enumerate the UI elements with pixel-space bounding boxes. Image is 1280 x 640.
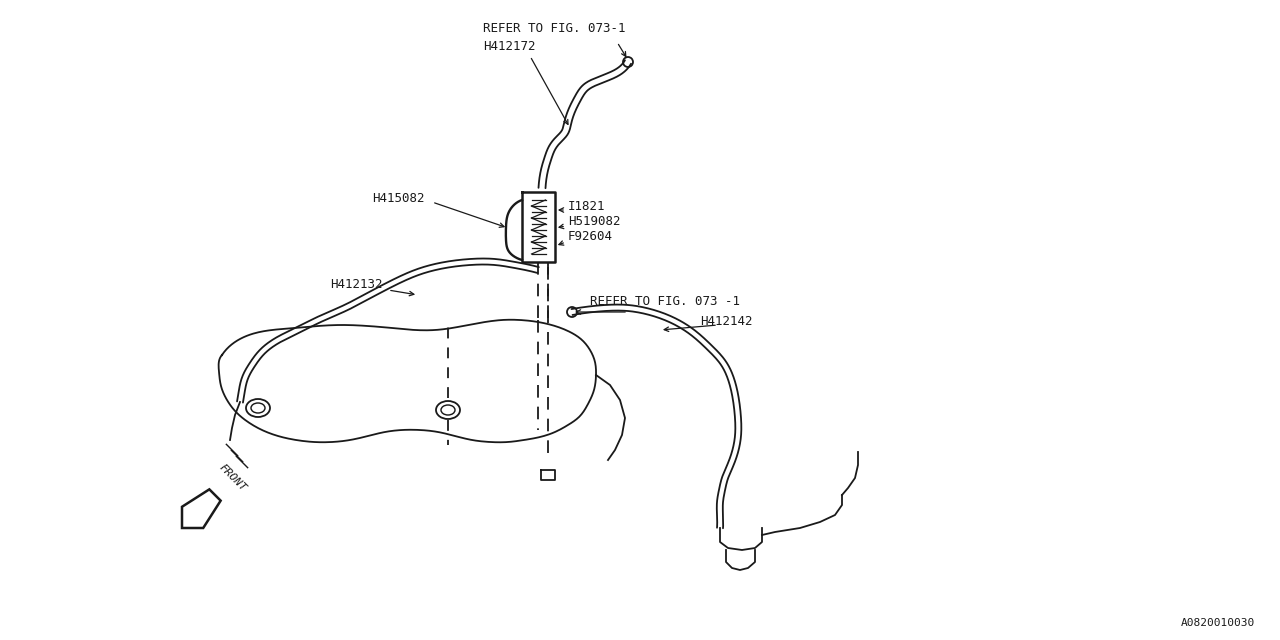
Text: H412172: H412172 <box>483 40 535 53</box>
Text: F92604: F92604 <box>568 230 613 243</box>
Text: REFER TO FIG. 073 -1: REFER TO FIG. 073 -1 <box>590 295 740 308</box>
Text: FRONT: FRONT <box>218 462 248 493</box>
Text: H412132: H412132 <box>330 278 383 291</box>
Text: H415082: H415082 <box>372 192 425 205</box>
Text: REFER TO FIG. 073-1: REFER TO FIG. 073-1 <box>483 22 626 35</box>
Text: H412142: H412142 <box>700 315 753 328</box>
Text: H519082: H519082 <box>568 215 621 228</box>
Text: I1821: I1821 <box>568 200 605 213</box>
Text: A0820010030: A0820010030 <box>1180 618 1254 628</box>
